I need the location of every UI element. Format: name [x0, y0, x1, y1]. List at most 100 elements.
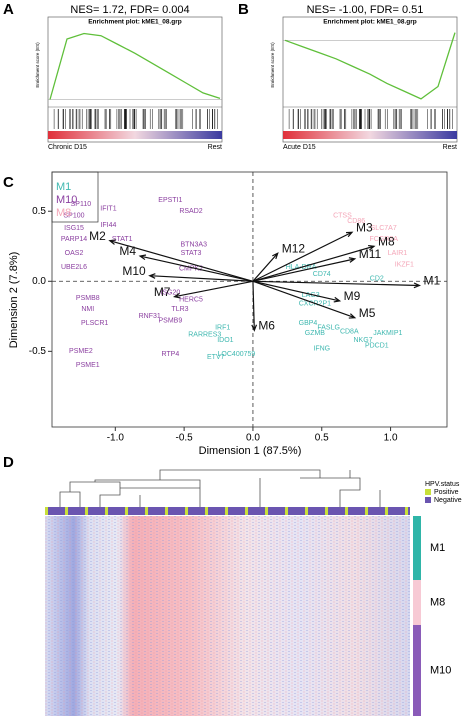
gene-label: IDO1 [217, 337, 233, 344]
plot-title: Enrichment plot: kME1_08.grp [88, 19, 182, 26]
module-label: M10 [122, 264, 146, 278]
plot-title: Enrichment plot: kME1_08.grp [323, 19, 417, 26]
y-tick-label: 0.0 [32, 276, 46, 287]
gene-label: STAT3 [181, 250, 202, 257]
gene-label: HERC5 [179, 296, 203, 303]
gene-label: NKG7 [354, 337, 373, 344]
row-bar [413, 580, 421, 625]
module-label: M2 [89, 229, 106, 243]
module-arrow [252, 280, 357, 319]
y-label: Enrichment score (ES) [270, 42, 275, 88]
heatmap-texture [45, 516, 410, 716]
module-label: M6 [258, 318, 275, 332]
gene-label: PSME1 [76, 362, 100, 369]
module-label: M11 [359, 247, 382, 261]
gene-label: RARRES3 [188, 331, 221, 338]
panel-letter: B [238, 1, 249, 18]
module-label: M1 [423, 274, 440, 288]
module-arrow [252, 244, 376, 282]
hpv-positive [245, 507, 248, 515]
hpv-positive [85, 507, 88, 515]
hits [53, 109, 218, 129]
gene-label: LAG3 [302, 292, 320, 299]
gene-label: LOC400759 [218, 351, 256, 358]
gene-label: LAIR1 [388, 250, 408, 257]
module-label: M12 [282, 241, 306, 255]
gene-label: IFIT1 [100, 205, 116, 212]
gene-label: CD2 [370, 275, 384, 282]
module-arrow [138, 254, 254, 282]
gene-label: CD74 [313, 271, 331, 278]
row-bar [413, 516, 421, 580]
panel-a: A NES= 1.72, FDR= 0.004 Enrichment plot: k… [3, 1, 223, 151]
hpv-positive [365, 507, 368, 515]
frame [47, 16, 223, 143]
hpv-positive [385, 507, 388, 515]
panel-c: C -1.0 -0.5 0.0 0.5 1.0 -0.5 0.0 0.5 Dimension 1 … [3, 171, 448, 457]
legend-entry: M10 [56, 194, 77, 206]
es-curve [284, 32, 456, 100]
gene-label: RNF31 [139, 313, 161, 320]
x-tick-label: 0.5 [315, 433, 329, 444]
hpv-positive [285, 507, 288, 515]
gene-label: SP110 [71, 201, 92, 208]
rank-bar [48, 131, 222, 139]
gene-label: ISG15 [64, 225, 84, 232]
y-label: Dimension 2 (7.8%) [8, 252, 20, 349]
hpv-positive [325, 507, 328, 515]
module-label: M5 [359, 306, 376, 320]
y-label: Enrichment score (ES) [35, 42, 40, 88]
hpv-positive [345, 507, 348, 515]
right-label: Rest [443, 144, 457, 151]
legend-swatch [425, 497, 431, 503]
y-tick-label: -0.5 [29, 346, 47, 357]
gene-label: SLC7A7 [371, 225, 397, 232]
gene-label: PSME2 [69, 348, 93, 355]
gene-label: STAT1 [112, 236, 133, 243]
dendrogram [59, 469, 381, 507]
module-label: M8 [378, 234, 395, 248]
module-arrow [252, 280, 342, 303]
gene-label: PSMB9 [158, 317, 182, 324]
legend-entry: Negative [434, 497, 462, 504]
hpv-positive [265, 507, 268, 515]
legend-box [51, 171, 99, 223]
hpv-positive [125, 507, 128, 515]
hpv-positive [145, 507, 148, 515]
hpv-positive [165, 507, 168, 515]
legend-entry: Positive [434, 489, 459, 496]
gene-label: CD8A [340, 329, 359, 336]
module-arrow [252, 280, 422, 289]
module-arrow [148, 273, 253, 282]
gene-label: PDCD1 [365, 343, 389, 350]
x-tick-label: 0.0 [246, 433, 260, 444]
hpv-positive [305, 507, 308, 515]
panel-letter: A [3, 1, 14, 18]
module-label: M9 [344, 289, 361, 303]
hpv-positive [225, 507, 228, 515]
gene-label: GZMB [305, 330, 326, 337]
hpv-positive [65, 507, 68, 515]
panel-letter: D [3, 454, 14, 471]
stat: NES= -1.00, FDR= 0.51 [307, 4, 424, 16]
module-arrow [172, 280, 254, 299]
x-label: Dimension 1 (87.5%) [199, 445, 302, 457]
gene-label: NMI [81, 306, 94, 313]
gene-label: BTN3A3 [181, 242, 208, 249]
gene-label: PARP14 [61, 236, 87, 243]
module-label: M3 [356, 220, 373, 234]
x-tick-label: 1.0 [384, 433, 398, 444]
gene-label: FASLG [317, 324, 340, 331]
hpv-positive [45, 507, 48, 515]
plot-frame [51, 171, 448, 428]
left-label: Chronic D15 [48, 144, 87, 151]
rank-bar [283, 131, 457, 139]
gene-label: PSMB8 [76, 295, 100, 302]
legend-swatch [425, 489, 431, 495]
legend-entry: M8 [56, 207, 71, 219]
y-tick-label: 0.5 [32, 206, 46, 217]
legend-title: HPV.status [425, 481, 460, 488]
x-tick-label: -1.0 [107, 433, 125, 444]
